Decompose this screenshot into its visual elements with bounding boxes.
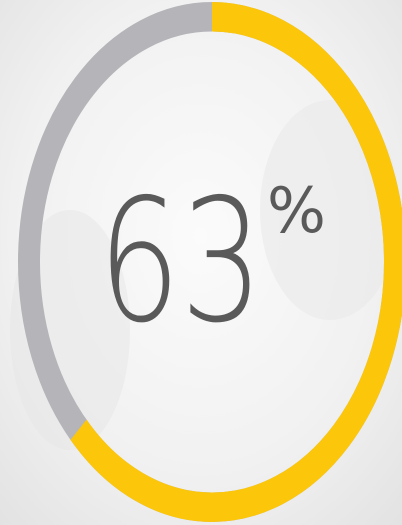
- ring: [18, 2, 402, 522]
- ring-value: [18, 2, 402, 522]
- value-label: 63%: [98, 163, 326, 361]
